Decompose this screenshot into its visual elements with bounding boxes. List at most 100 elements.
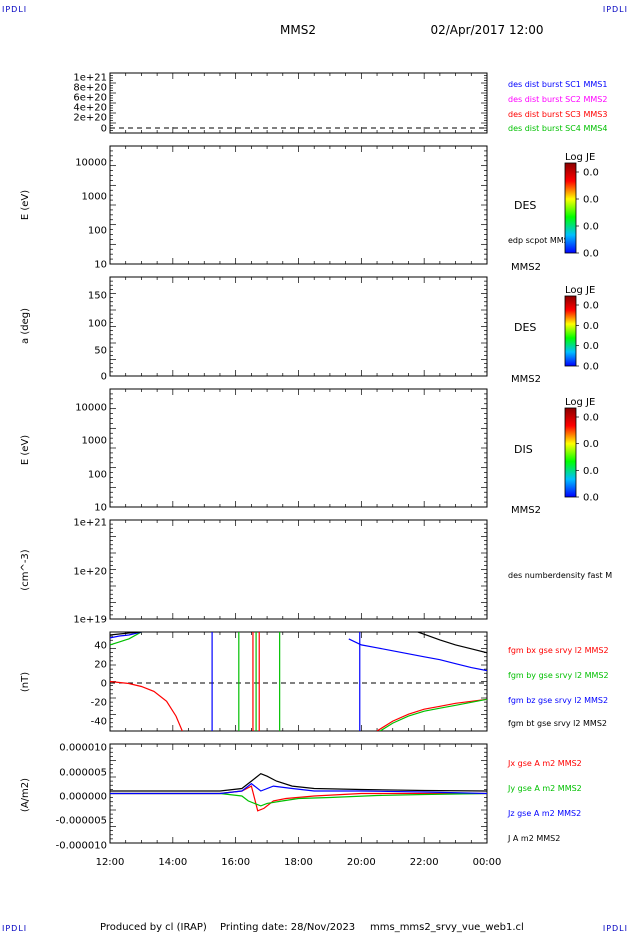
colorbar-scale bbox=[564, 295, 577, 367]
corner-label-top-right: IPDLI bbox=[602, 5, 628, 14]
y-tick-label: 20 bbox=[94, 660, 107, 671]
series-line bbox=[110, 792, 487, 807]
y-axis-label: E (eV) bbox=[20, 190, 31, 220]
panel-frame bbox=[109, 72, 488, 134]
y-tick-label: 100 bbox=[88, 319, 107, 330]
x-tick-label: 00:00 bbox=[473, 857, 502, 868]
colorbar-p4: Log JE 0.0 0.0 0.0 0.0 bbox=[564, 397, 599, 504]
colorbar-tick-label: 0.0 bbox=[583, 341, 599, 352]
species-label: DES bbox=[514, 199, 536, 212]
panel-p6: 40 20 0 -20 -40 (nT) fgm bx gse srvy l2 MMS2 fg… bbox=[20, 631, 609, 732]
panel-p4: 10000 1000 100 10 E (eV) DIS MMS2 bbox=[20, 388, 541, 516]
colorbar-tick-label: 0.0 bbox=[583, 249, 599, 260]
colorbar-p2: Log JE 0.0 0.0 0.0 0.0 bbox=[564, 152, 599, 260]
y-tick-label: 1e+21 bbox=[73, 73, 107, 84]
corner-label-top-left: IPDLI bbox=[2, 5, 28, 14]
colorbar-p3: Log JE 0.0 0.0 0.0 0.0 bbox=[564, 285, 599, 373]
y-tick-label: 6e+20 bbox=[73, 93, 107, 104]
y-tick-label: 40 bbox=[94, 641, 107, 652]
panel-frame bbox=[109, 631, 488, 732]
legend-entry: fgm bx gse srvy l2 MMS2 bbox=[508, 646, 609, 655]
y-axis-label: a (deg) bbox=[20, 308, 31, 344]
y-tick-label: 4e+20 bbox=[73, 103, 107, 114]
time-axis: 12:00 14:00 16:00 18:00 20:00 22:00 00:00 bbox=[96, 857, 502, 868]
series-line bbox=[110, 680, 183, 731]
series-line bbox=[110, 632, 142, 646]
panel-frame bbox=[109, 276, 488, 377]
series-line bbox=[110, 632, 142, 636]
y-tick-label: 0 bbox=[101, 372, 107, 383]
series-line-segment bbox=[417, 632, 487, 654]
colorbar-tick-label: 0.0 bbox=[583, 362, 599, 373]
y-axis-label: (nT) bbox=[20, 672, 31, 692]
colorbar-tick-label: 0.0 bbox=[583, 195, 599, 206]
x-tick-label: 22:00 bbox=[410, 857, 439, 868]
panel-frame bbox=[109, 519, 488, 620]
legend-entry: Jz gse A m2 MMS2 bbox=[507, 809, 581, 818]
y-axis-label: (A/m2) bbox=[20, 778, 31, 812]
spacecraft-title: MMS2 bbox=[280, 23, 316, 37]
x-tick-label: 12:00 bbox=[96, 857, 125, 868]
y-tick-label: 10 bbox=[94, 503, 107, 514]
series-group-p7 bbox=[110, 773, 487, 812]
y-tick-label: -40 bbox=[91, 717, 107, 728]
y-tick-label: 0.000000 bbox=[59, 792, 107, 803]
series-line-segment bbox=[379, 698, 487, 731]
legend-entry: J A m2 MMS2 bbox=[507, 834, 560, 843]
footer-produced-by: Produced by cl (IRAP) bbox=[100, 922, 207, 933]
y-tick-label: -0.000005 bbox=[56, 816, 107, 827]
y-tick-label: 0 bbox=[101, 679, 107, 690]
colorbar-title: Log JE bbox=[565, 285, 595, 296]
colorbar-tick-label: 0.0 bbox=[583, 321, 599, 332]
y-tick-label: 2e+20 bbox=[73, 113, 107, 124]
legend-entry: des numberdensity fast M bbox=[508, 571, 612, 580]
panel-p5: 1e+21 1e+20 1e+19 (cm^-3) des numberdensity … bbox=[20, 518, 612, 626]
legend-entry: des dist burst SC2 MMS2 bbox=[508, 95, 607, 104]
plot-datetime: 02/Apr/2017 12:00 bbox=[430, 23, 543, 37]
legend-entry: fgm by gse srvy l2 MMS2 bbox=[508, 671, 609, 680]
x-tick-label: 20:00 bbox=[347, 857, 376, 868]
species-label: DES bbox=[514, 321, 536, 334]
series-line bbox=[110, 773, 487, 792]
y-axis-label: (cm^-3) bbox=[20, 549, 31, 590]
extra-label: edp scpot MMS2 bbox=[508, 236, 574, 245]
colorbar-title: Log JE bbox=[565, 397, 595, 408]
colorbar-tick-label: 0.0 bbox=[583, 168, 599, 179]
spacecraft-label: MMS2 bbox=[511, 374, 541, 385]
y-tick-label: -0.000010 bbox=[56, 841, 107, 852]
legend-entry: des dist burst SC4 MMS4 bbox=[508, 124, 607, 133]
panel-p2: 10000 1000 100 10 E (eV) DES edp scpot MMS2 MMS… bbox=[20, 145, 574, 273]
colorbar-tick-label: 0.0 bbox=[583, 222, 599, 233]
y-tick-label: 1e+21 bbox=[73, 518, 107, 529]
panel-frame bbox=[109, 388, 488, 508]
y-tick-label: 10000 bbox=[75, 403, 107, 414]
legend-entry: Jx gse A m2 MMS2 bbox=[507, 759, 582, 768]
y-tick-label: 50 bbox=[94, 346, 107, 357]
spacecraft-label: MMS2 bbox=[511, 505, 541, 516]
corner-label-bottom-right: IPDLI bbox=[602, 924, 628, 933]
y-tick-label: 1000 bbox=[82, 436, 107, 447]
panel-frame bbox=[109, 145, 488, 265]
y-tick-label: 150 bbox=[88, 291, 107, 302]
legend-entry: des dist burst SC1 MMS1 bbox=[508, 80, 607, 89]
series-group-p6 bbox=[110, 632, 487, 731]
footer-product-name: mms_mms2_srvy_vue_web1.cl bbox=[370, 922, 524, 933]
y-tick-label: 1e+19 bbox=[73, 615, 107, 626]
colorbar-title: Log JE bbox=[565, 152, 595, 163]
colorbar-tick-label: 0.0 bbox=[583, 493, 599, 504]
y-tick-label: 0.000005 bbox=[59, 768, 107, 779]
y-tick-label: 1e+20 bbox=[73, 567, 107, 578]
y-tick-label: 10 bbox=[94, 260, 107, 271]
colorbar-scale bbox=[564, 407, 577, 498]
series-line-segment bbox=[348, 638, 487, 672]
legend-entry: fgm bt gse srvy l2 MMS2 bbox=[508, 719, 607, 728]
legend-entry: Jy gse A m2 MMS2 bbox=[507, 784, 582, 793]
y-tick-label: 100 bbox=[88, 226, 107, 237]
series-line-segment bbox=[376, 698, 487, 731]
legend-entry: fgm bz gse srvy l2 MMS2 bbox=[508, 696, 608, 705]
y-tick-label: 0.000010 bbox=[59, 743, 107, 754]
corner-label-bottom-left: IPDLI bbox=[2, 924, 28, 933]
